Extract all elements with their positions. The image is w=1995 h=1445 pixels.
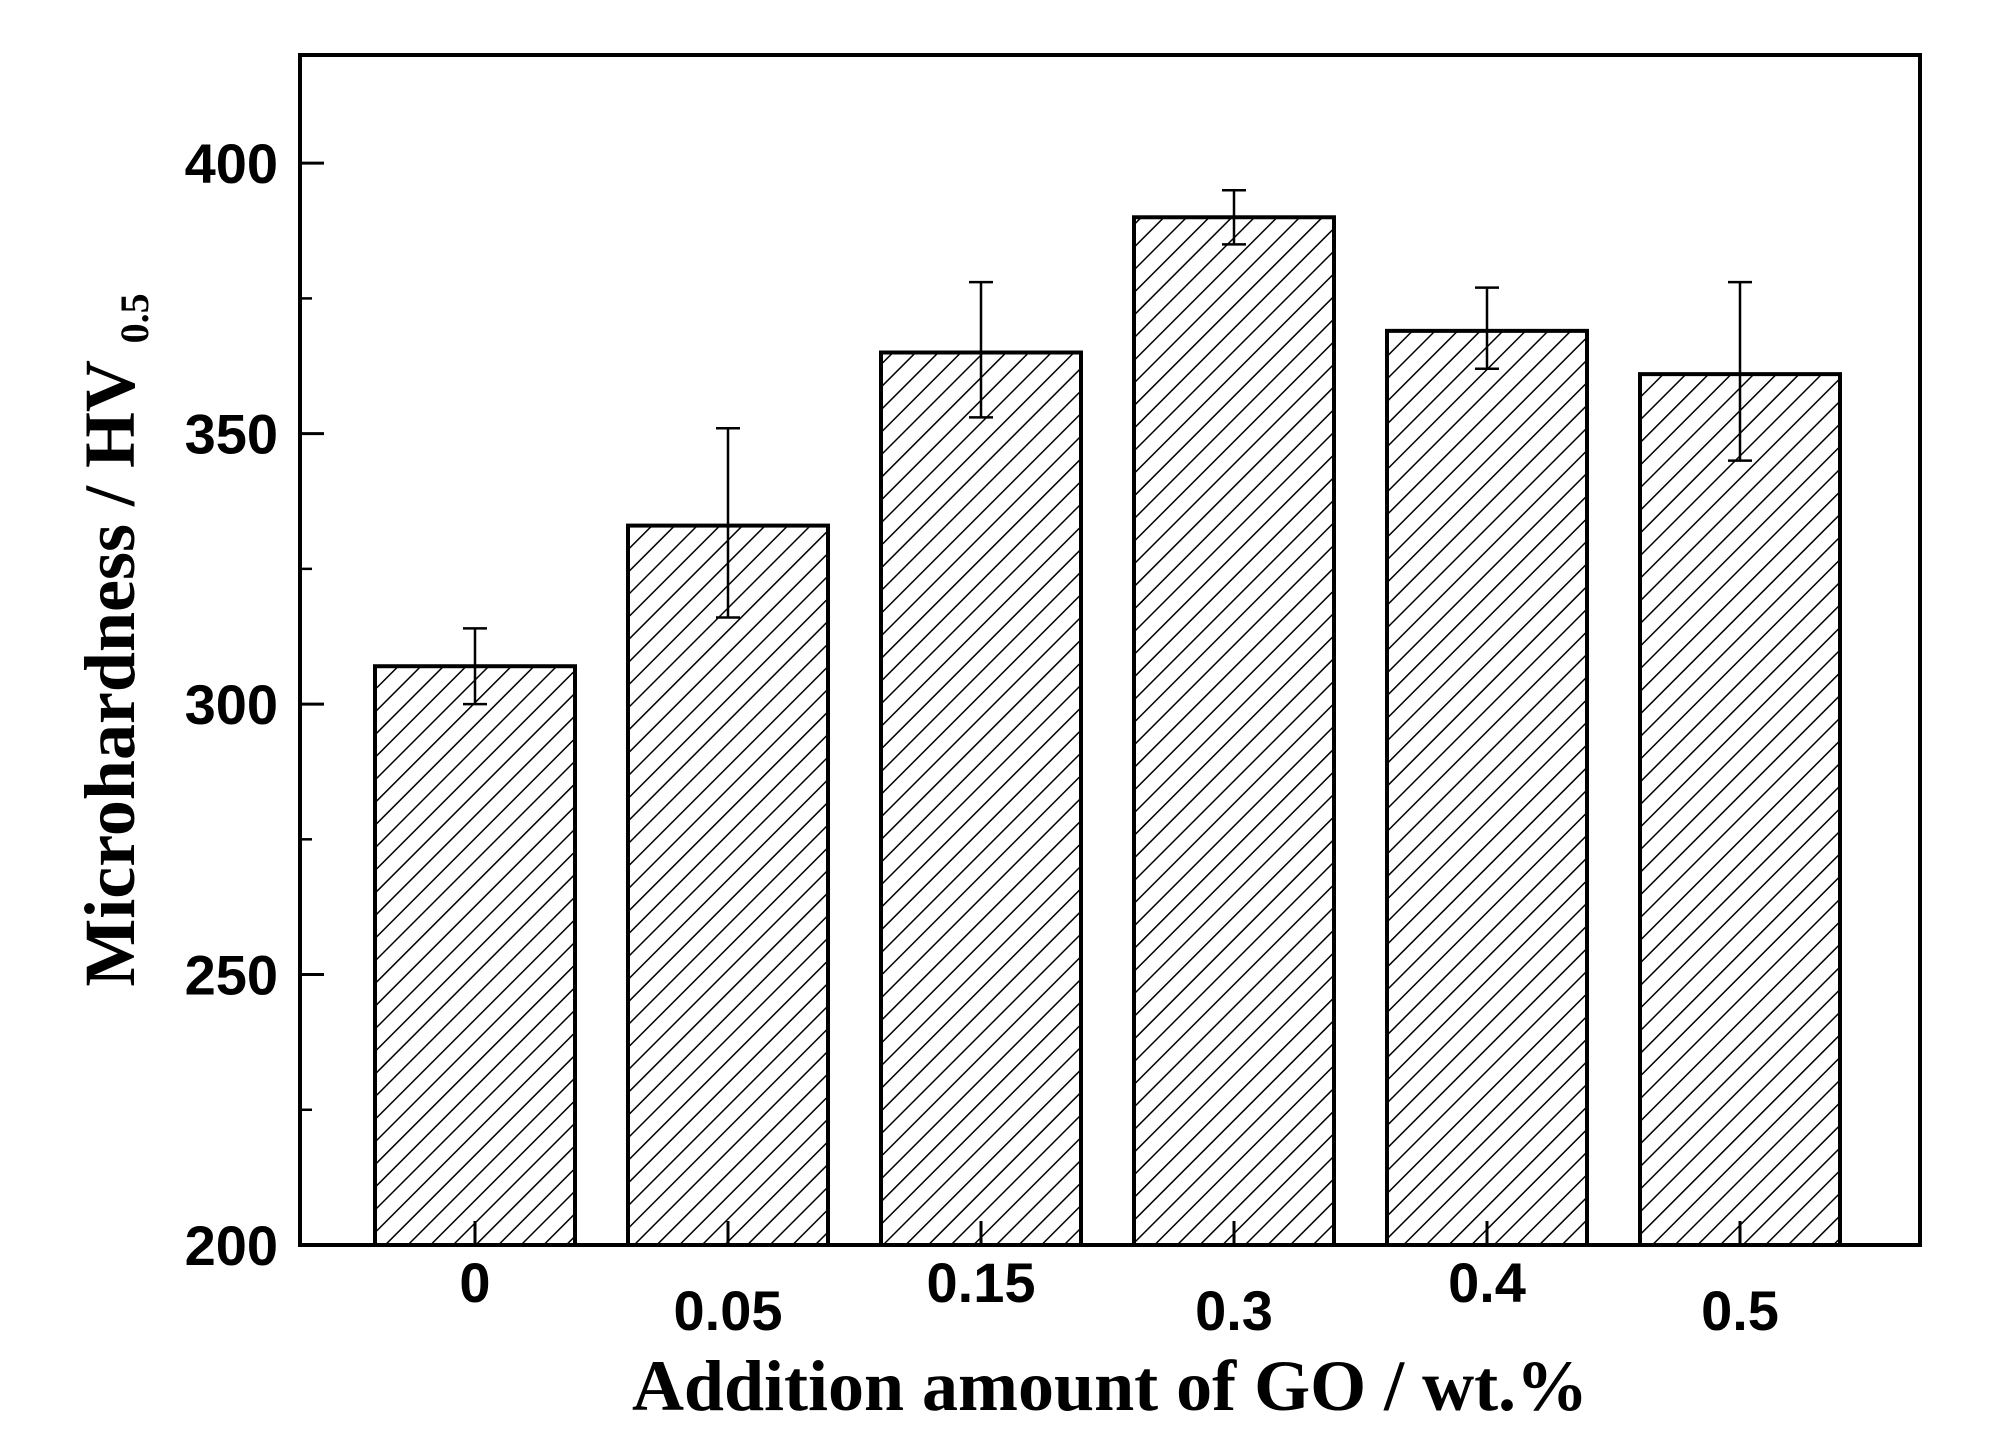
y-tick-label-350: 350: [185, 403, 278, 466]
x-tick-label-0.05: 0.05: [674, 1279, 783, 1342]
plot-frame: [298, 53, 1922, 1247]
x-tick-label-0.4: 0.4: [1448, 1251, 1526, 1314]
y-tick-label-300: 300: [185, 673, 278, 736]
y-axis-title: Microhardness / HV 0.5: [70, 293, 157, 986]
bar-0.4: [1385, 328, 1589, 1247]
bar-0.5: [1638, 372, 1842, 1247]
error-bars-layer: [463, 188, 1752, 706]
bar-0.15: [879, 350, 1083, 1247]
y-axis-ticks: 200 250 300 350 400: [185, 132, 324, 1277]
bars-layer: [373, 215, 1842, 1248]
y-axis-title-main: Microhardness / HV: [70, 360, 150, 987]
x-axis-ticks: 0 0.05 0.15 0.3 0.4 0.5: [459, 1221, 1779, 1342]
x-tick-label-0.15: 0.15: [927, 1251, 1036, 1314]
x-axis-title: Addition amount of GO / wt.%: [632, 1346, 1588, 1426]
x-tick-label-0.3: 0.3: [1195, 1279, 1273, 1342]
x-tick-label-0.5: 0.5: [1701, 1279, 1779, 1342]
bar-0: [373, 664, 577, 1247]
bar-0.3: [1132, 215, 1336, 1248]
bar-0.05: [626, 523, 830, 1247]
y-tick-label-200: 200: [185, 1214, 278, 1277]
y-tick-label-250: 250: [185, 944, 278, 1007]
x-tick-label-0: 0: [459, 1251, 490, 1314]
y-tick-label-400: 400: [185, 132, 278, 195]
y-axis-title-subscript: 0.5: [112, 293, 157, 343]
